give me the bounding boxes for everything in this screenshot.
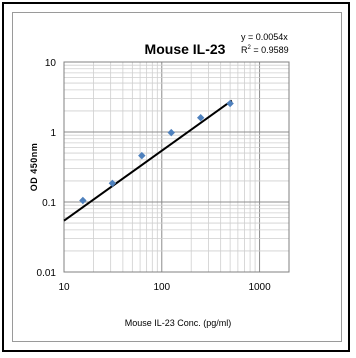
plot-area (64, 62, 289, 272)
r-squared-label: R2 = 0.9589 (241, 45, 289, 55)
chart-title: Mouse IL-23 (145, 41, 226, 57)
r-squared-prefix: R (241, 45, 248, 55)
x-axis-label: Mouse IL-23 Conc. (pg/ml) (125, 318, 232, 328)
y-tick-label: 1 (50, 128, 56, 139)
r-squared-exponent: 2 (248, 45, 252, 51)
tick-labels: 10 100 1000 0.01 0.1 1 10 (37, 58, 272, 293)
data-points (79, 99, 234, 205)
data-point (138, 151, 146, 160)
r-squared-value: = 0.9589 (251, 45, 289, 55)
y-tick-label: 10 (45, 58, 57, 69)
data-point (196, 114, 205, 122)
x-tick-label: 100 (153, 282, 170, 293)
y-tick-label: 0.01 (37, 268, 57, 279)
data-point (226, 99, 234, 108)
plot-border (63, 61, 290, 273)
data-point (167, 128, 175, 137)
x-tick-label: 1000 (248, 282, 271, 293)
data-point (79, 196, 87, 205)
y-axis-label: OD 450nm (29, 143, 39, 192)
y-tick-label: 0.1 (42, 198, 56, 209)
trendline (63, 99, 233, 222)
trendline-equation: y = 0.0054x (241, 32, 288, 42)
x-tick-label: 10 (58, 282, 70, 293)
data-point (108, 179, 117, 188)
